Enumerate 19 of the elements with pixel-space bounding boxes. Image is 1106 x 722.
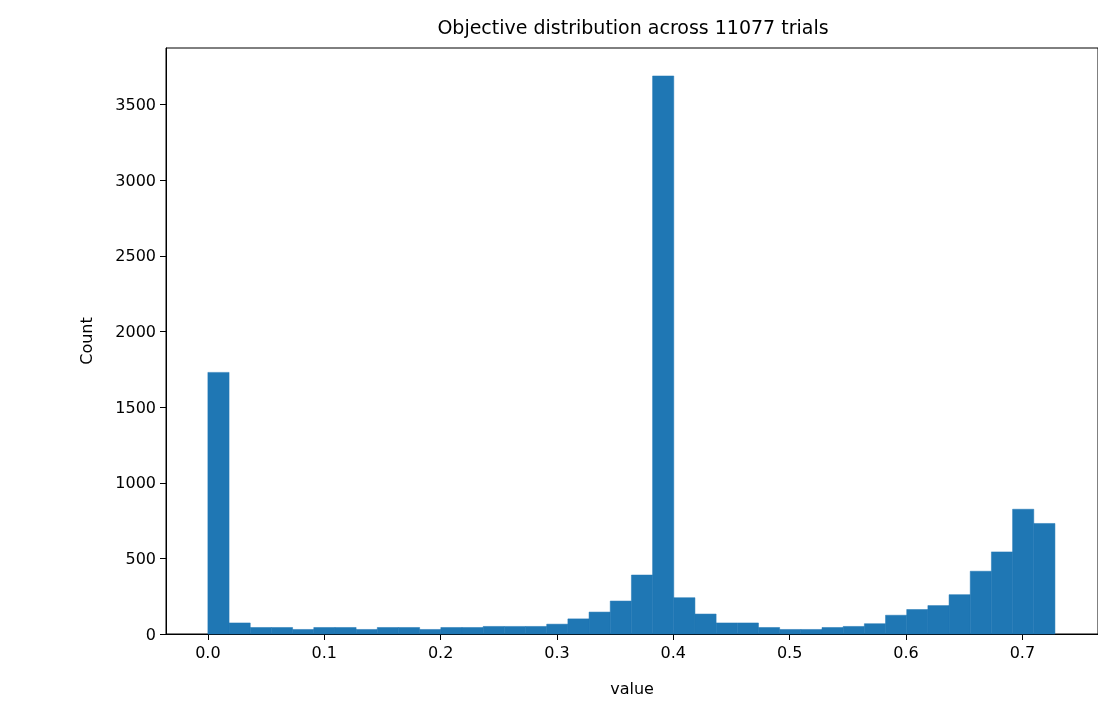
y-tick-label: 1500: [115, 397, 156, 417]
x-tick-label: 0.3: [544, 642, 570, 662]
x-tick-label: 0.0: [195, 642, 221, 662]
x-tick-label: 0.2: [427, 642, 454, 662]
chart-title: Objective distribution across 11077 trials: [437, 15, 829, 38]
y-tick-label: 1000: [115, 473, 156, 493]
y-tick-label: 3500: [115, 95, 156, 115]
x-tick-label: 0.5: [776, 642, 803, 662]
y-tick-label: 500: [125, 548, 156, 568]
x-tick-label: 0.4: [660, 642, 687, 662]
x-axis-title: value: [610, 678, 654, 698]
x-tick-label: 0.7: [1009, 642, 1036, 662]
y-tick-label: 2000: [115, 322, 156, 342]
y-tick-label: 2500: [115, 246, 156, 266]
x-tick-label: 0.1: [311, 642, 337, 662]
y-axis-title: Count: [76, 317, 96, 365]
y-tick-label: 3000: [115, 170, 156, 190]
y-tick-label: 0: [145, 624, 156, 644]
x-tick-label: 0.6: [893, 642, 919, 662]
